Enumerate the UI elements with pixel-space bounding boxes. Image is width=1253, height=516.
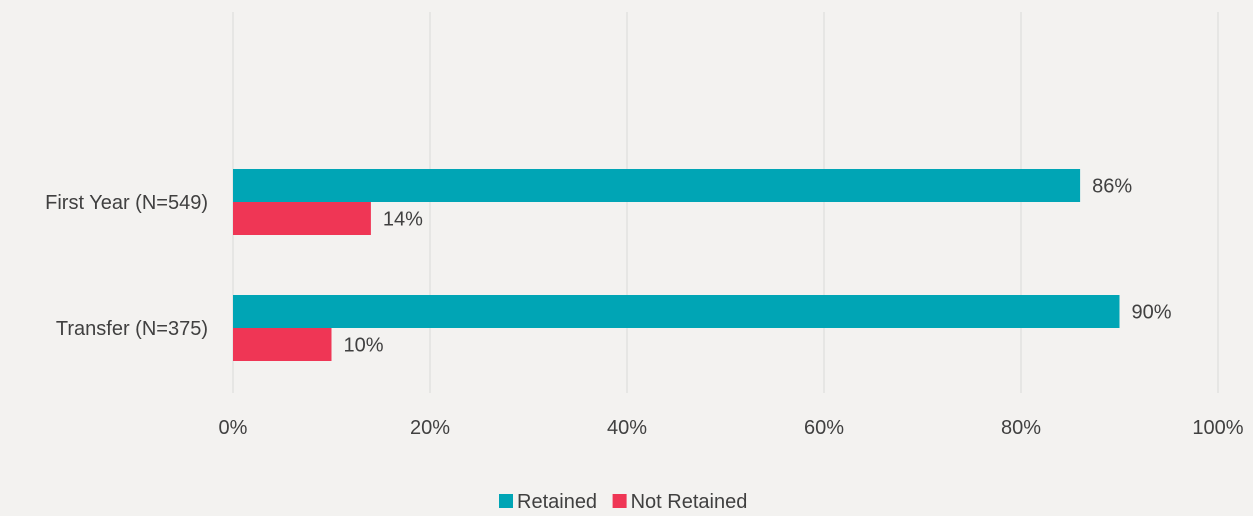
x-tick-label: 100%: [1192, 417, 1243, 439]
x-axis-tick-labels: 0% 20% 40% 60% 80% 100%: [219, 417, 1244, 439]
data-label-retained: 90%: [1132, 302, 1172, 324]
x-tick-label: 60%: [804, 417, 844, 439]
bar-not-retained-transfer-n-375: [233, 328, 332, 361]
data-labels: 86% 14% 90% 10%: [344, 176, 1172, 357]
x-tick-label: 80%: [1001, 417, 1041, 439]
bar-retained-first-year-n-549: [233, 169, 1081, 202]
x-tick-label: 0%: [219, 417, 248, 439]
legend-label-retained: Retained: [517, 491, 597, 513]
bars: [233, 169, 1120, 361]
x-tick-label: 40%: [607, 417, 647, 439]
x-tick-label: 20%: [410, 417, 450, 439]
data-label-retained: 86%: [1092, 176, 1132, 198]
bar-not-retained-first-year-n-549: [233, 202, 371, 235]
bar-retained-transfer-n-375: [233, 295, 1120, 328]
legend-swatch-not-retained: [612, 494, 627, 508]
category-label: First Year (N=549): [45, 192, 208, 214]
category-labels: First Year (N=549) Transfer (N=375): [45, 192, 208, 340]
data-label-not-retained: 14%: [383, 209, 423, 231]
category-label: Transfer (N=375): [56, 318, 208, 340]
data-label-not-retained: 10%: [344, 335, 384, 357]
legend-swatch-retained: [499, 494, 513, 508]
legend-label-not-retained: Not Retained: [631, 491, 748, 513]
legend: Retained Not Retained: [499, 491, 747, 513]
